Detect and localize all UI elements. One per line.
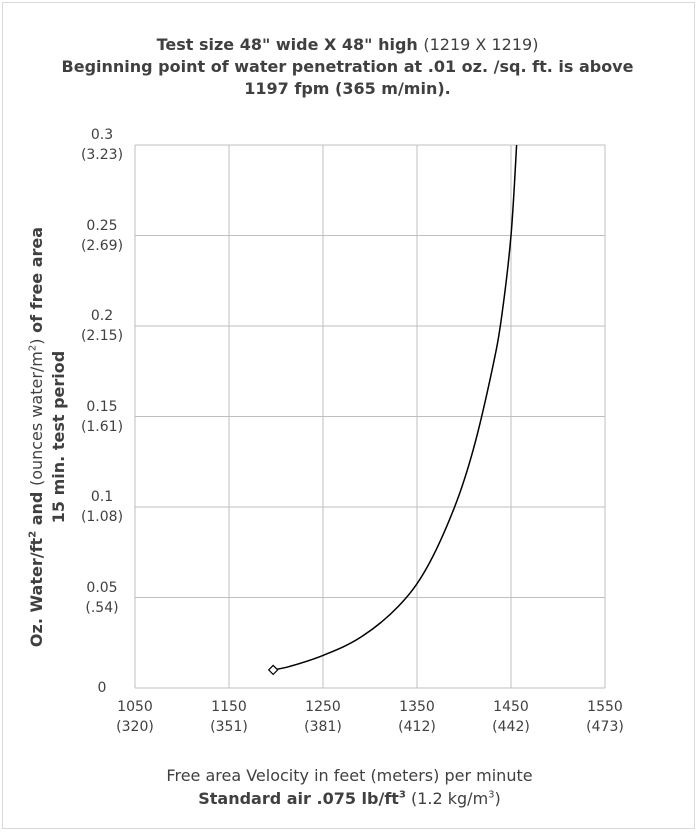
x-axis-label-line-2: Standard air .075 lb/ft3 (1.2 kg/m3) <box>198 789 501 808</box>
x-tick-label: 1150 (351) <box>210 699 248 735</box>
y-tick-label: 0.15 (1.61) <box>80 398 124 435</box>
y-axis-label: Oz. Water/ft2 and (ounces water/m2) of f… <box>26 157 70 717</box>
x-tick-label: 1250 (381) <box>304 699 342 735</box>
y-tick-label: 0.05 (.54) <box>85 579 119 616</box>
x-tick-label: 1550 (473) <box>586 699 624 735</box>
y-tick-label: 0.2 (2.15) <box>80 308 124 344</box>
y-tick-label: 0.25 (2.69) <box>80 217 124 254</box>
x-axis-label-line-1: Free area Velocity in feet (meters) per … <box>166 766 533 785</box>
y-tick-label: 0 <box>97 680 107 696</box>
start-point-marker <box>267 664 279 676</box>
x-tick-label: 1350 (412) <box>398 699 436 735</box>
x-tick-label: 1050 (320) <box>116 699 154 735</box>
y-axis-label-line-2: 15 min. test period <box>49 350 68 524</box>
chart-title-line-3: 1197 fpm (365 m/min). <box>244 79 451 98</box>
series-line <box>273 144 518 671</box>
chart-title-line-2: Beginning point of water penetration at … <box>61 57 634 76</box>
y-axis-label-line-1: Oz. Water/ft2 and (ounces water/m2) of f… <box>27 226 46 648</box>
y-tick-label: 0.1 (1.08) <box>80 489 124 525</box>
y-tick-label: 0.3 (3.23) <box>80 127 124 163</box>
x-tick-label: 1450 (442) <box>492 699 530 735</box>
chart-title-line-1: Test size 48" wide X 48" high (1219 X 12… <box>156 35 539 54</box>
